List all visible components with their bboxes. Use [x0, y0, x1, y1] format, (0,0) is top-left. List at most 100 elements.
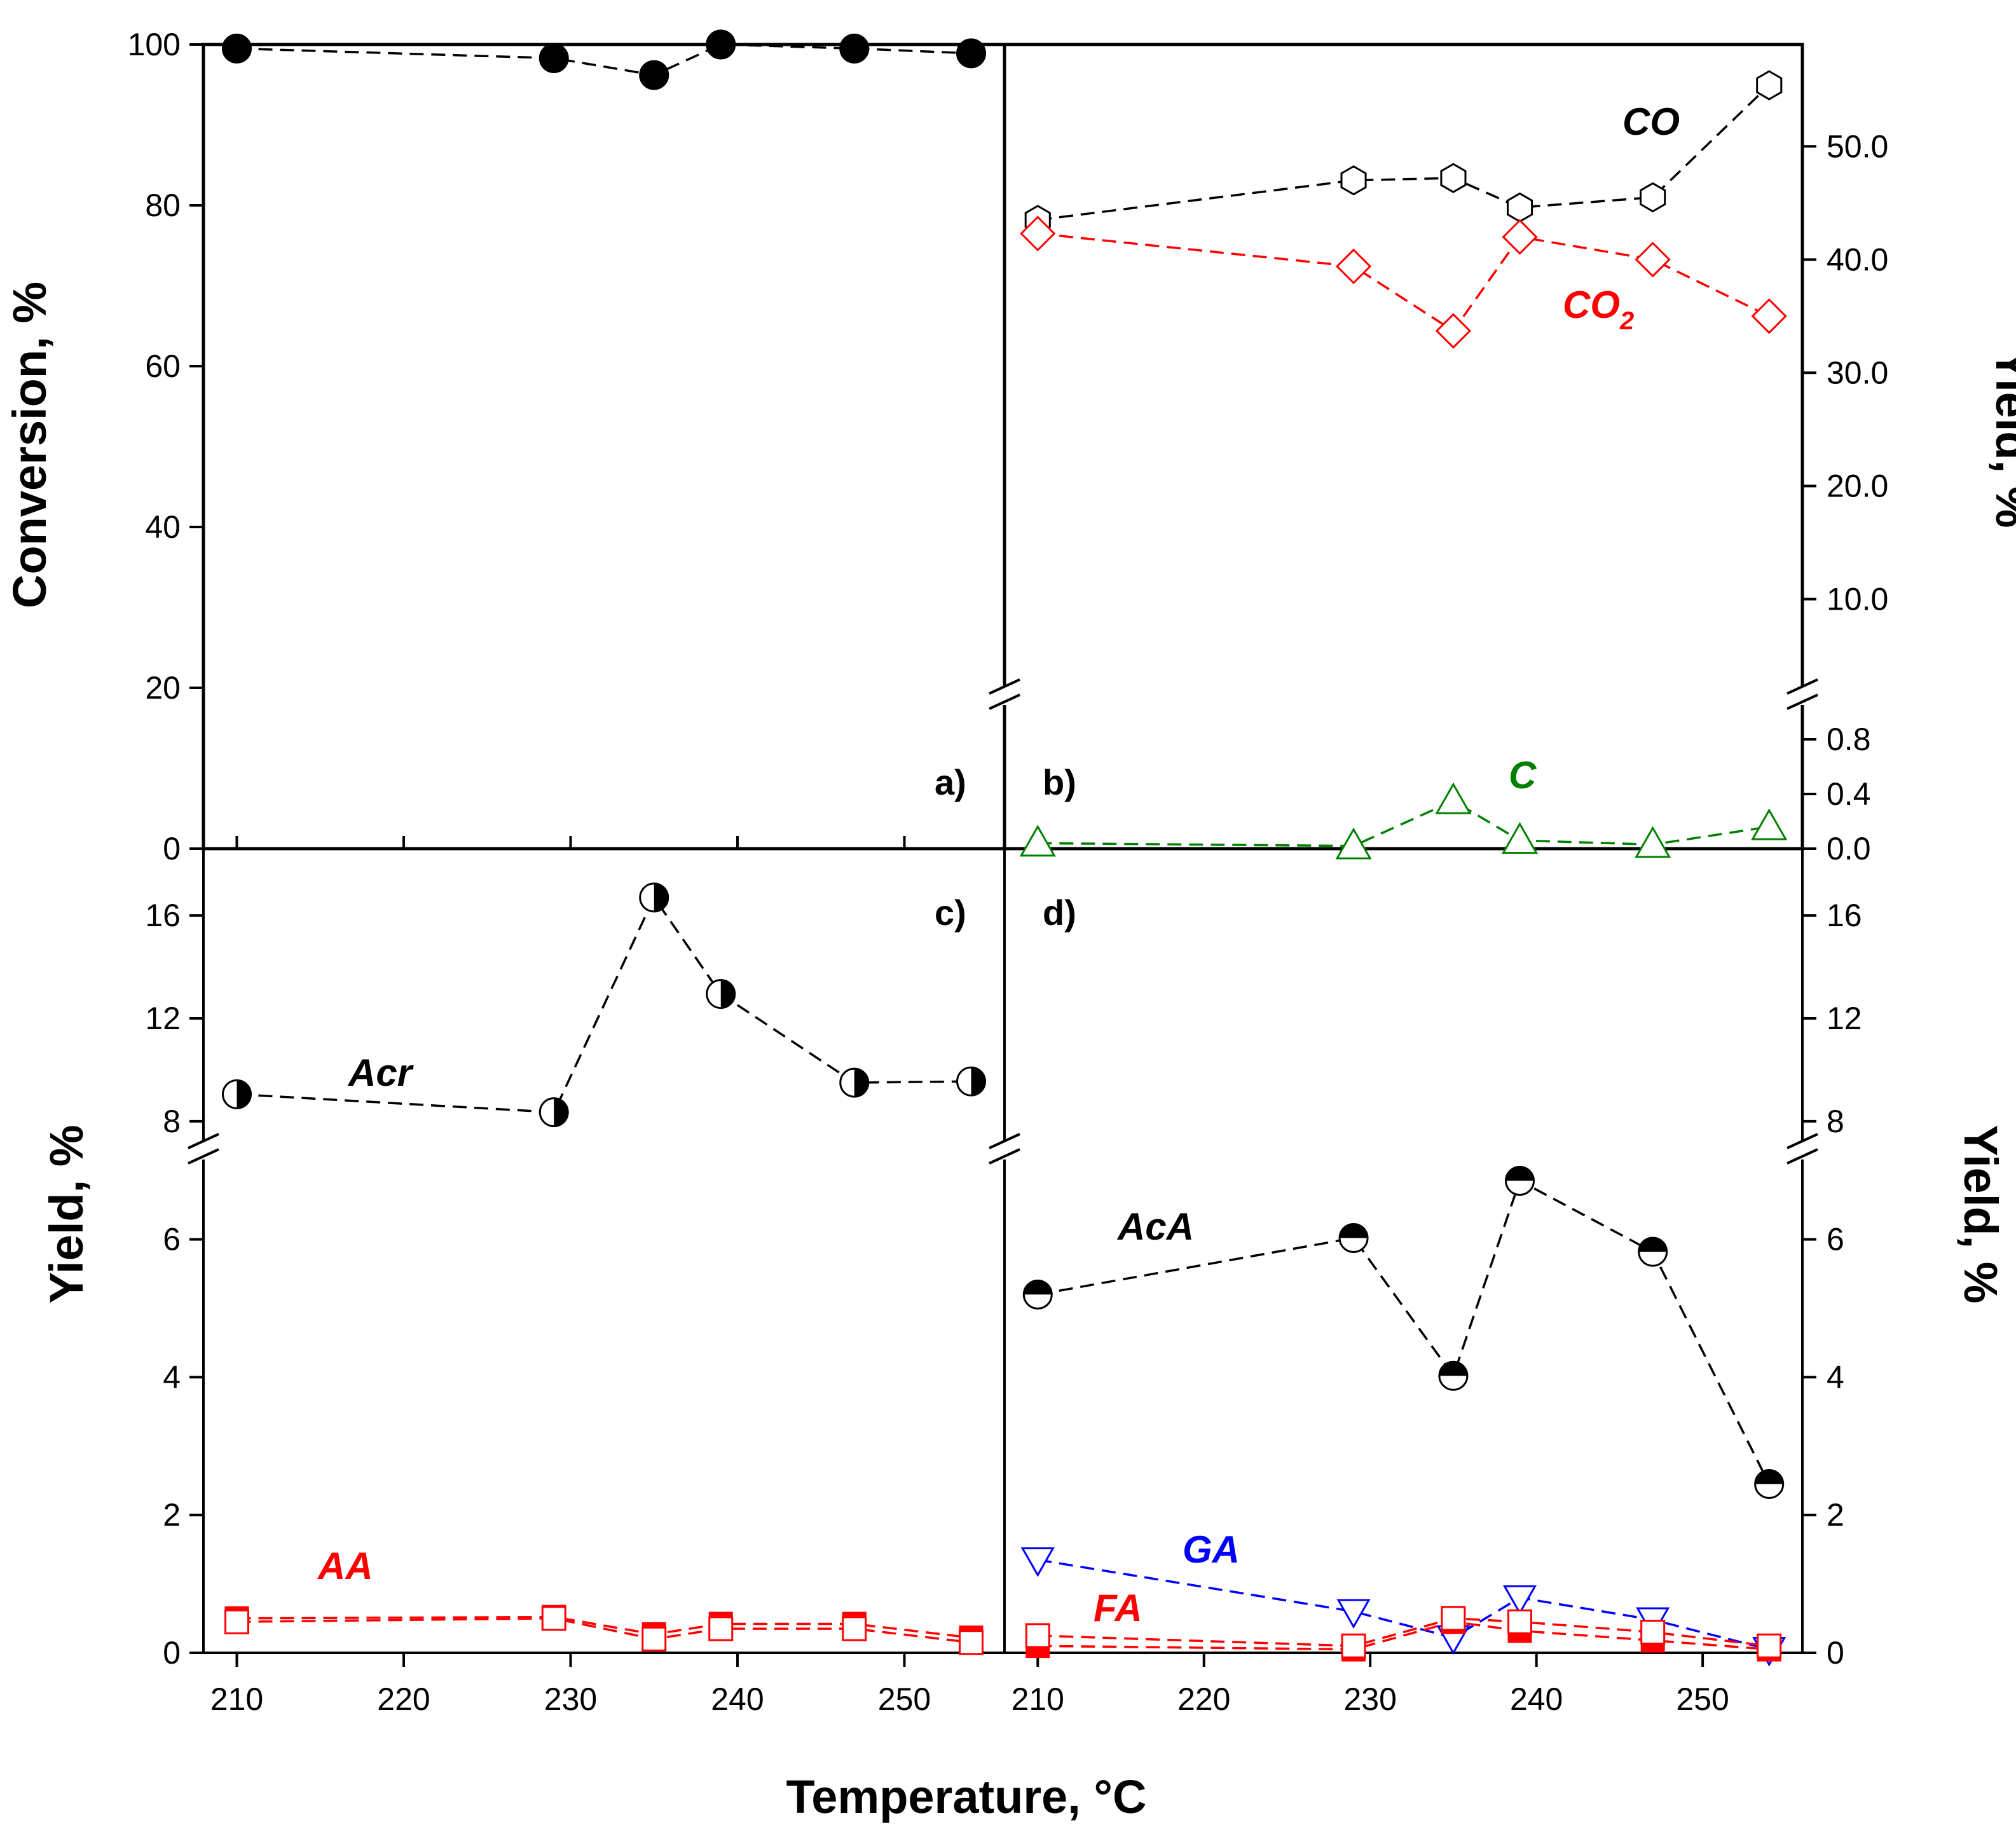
point-d-fa-open — [1441, 1606, 1466, 1631]
x-tick-label: 220 — [377, 1681, 430, 1717]
x-tick-label: 230 — [1343, 1681, 1396, 1717]
point-b-co2 — [1335, 248, 1372, 285]
axis-breaks — [187, 678, 1819, 1165]
series-label-co2-subscript: 2 — [1619, 307, 1634, 335]
point-c-acr-fill — [720, 980, 735, 1008]
series-line-d-aca — [1037, 1179, 1771, 1485]
point-c-aa-open — [842, 1616, 867, 1641]
point-c-acr — [956, 1066, 986, 1097]
point-b-co2 — [1635, 242, 1671, 278]
point-b-c — [1435, 782, 1472, 814]
panel-c-y-tick-label: 16 — [145, 898, 181, 933]
point-c-aa-open-shape — [842, 1616, 867, 1641]
panel-b-y-tick-label: 0.0 — [1827, 831, 1871, 866]
point-a-conversion — [222, 33, 252, 64]
panel-b-y-tick-label: 40.0 — [1827, 242, 1888, 277]
panel-c-y-tick-label: 8 — [163, 1104, 181, 1139]
point-c-acr-fill — [971, 1067, 985, 1096]
point-d-aca-fill — [1024, 1280, 1052, 1295]
panel-d-y-tick-label: 12 — [1827, 1001, 1862, 1036]
point-d-aca — [1338, 1222, 1369, 1253]
panel-d-y-tick-label: 16 — [1827, 898, 1862, 933]
point-b-co-shape — [1756, 70, 1783, 100]
panel-c-break-left-mark — [188, 1148, 219, 1165]
panel-d-y-tick-label: 0 — [1827, 1635, 1844, 1671]
panel-d-break-right-mark — [1786, 1148, 1818, 1165]
point-c-aa-open — [959, 1630, 984, 1655]
point-d-fa-open — [1341, 1633, 1366, 1659]
point-b-c-shape — [1019, 825, 1056, 857]
point-b-co — [1640, 182, 1666, 213]
point-d-ga-shape — [1502, 1585, 1537, 1615]
point-a-conversion — [956, 38, 986, 69]
point-d-fa-open-shape — [1025, 1623, 1050, 1648]
series-layer — [222, 29, 1788, 1667]
point-b-c — [1501, 822, 1539, 854]
point-c-aa-open-shape — [959, 1630, 984, 1655]
point-d-aca — [1438, 1360, 1469, 1391]
panel-a-y-tick-label: 80 — [145, 188, 181, 223]
point-a-conversion — [706, 29, 736, 60]
series-line-c-aa-filled — [237, 1615, 971, 1639]
point-d-ga — [1502, 1585, 1537, 1615]
panel-b-y-title: Yield, % — [1986, 349, 2016, 528]
series-label-co2: CO2 — [1563, 284, 1634, 335]
panel-b-break-left-mark — [989, 678, 1020, 695]
point-d-fa-open-shape — [1507, 1609, 1533, 1634]
point-b-c — [1335, 827, 1372, 859]
panel-b-letter: b) — [1043, 762, 1076, 802]
panel-c-y-tick-label: 2 — [163, 1497, 181, 1533]
series-label-co: CO — [1622, 100, 1680, 143]
point-a-conversion-shape — [956, 38, 986, 69]
point-c-acr — [222, 1079, 252, 1109]
point-c-acr-fill — [854, 1069, 868, 1097]
point-d-fa-open-shape — [1640, 1619, 1666, 1645]
point-b-co2 — [1502, 219, 1538, 255]
point-d-aca-fill — [1638, 1238, 1667, 1252]
point-a-conversion-shape — [839, 33, 870, 64]
point-c-aa-open-shape — [641, 1626, 667, 1652]
point-c-aa-open-shape — [224, 1609, 249, 1634]
point-a-conversion-shape — [222, 33, 252, 64]
point-b-c-shape — [1335, 827, 1372, 859]
point-d-fa-open — [1507, 1609, 1533, 1634]
point-b-c — [1635, 826, 1671, 858]
point-b-co2-shape — [1435, 313, 1472, 349]
point-d-aca — [1638, 1236, 1668, 1267]
panel-a-y-tick-label: 100 — [128, 27, 181, 62]
point-c-acr — [538, 1097, 569, 1128]
point-c-aa-open — [708, 1616, 734, 1641]
point-b-co2-shape — [1502, 219, 1538, 255]
panel-c-y-tick-label: 0 — [163, 1635, 181, 1671]
series-line-b-co — [1038, 84, 1770, 221]
series-label-co2-main: CO — [1563, 284, 1620, 326]
point-a-conversion-shape — [538, 43, 569, 74]
point-d-ga-shape — [1336, 1599, 1371, 1629]
panel-b-y-tick-label: 30.0 — [1827, 355, 1888, 390]
point-b-co — [1340, 165, 1367, 196]
point-c-aa-open — [641, 1626, 667, 1652]
series-line-b-c — [1038, 799, 1769, 847]
point-d-aca-fill — [1340, 1224, 1368, 1238]
x-tick-label: 250 — [878, 1681, 931, 1717]
axis-ticks: 02040608010010.020.030.040.050.00.00.40.… — [128, 27, 1889, 1717]
point-c-aa-open-shape — [541, 1606, 566, 1631]
point-b-co-shape — [1640, 182, 1666, 213]
panel-a-y-tick-label: 60 — [145, 348, 181, 384]
point-c-acr — [639, 882, 669, 913]
panel-d-break-right-mark — [1786, 1133, 1818, 1149]
panel-d-y-title: Yield, % — [1954, 1125, 2007, 1303]
point-d-fa-open — [1640, 1619, 1666, 1645]
point-b-co2-shape — [1020, 216, 1056, 252]
x-tick-label: 210 — [210, 1681, 263, 1717]
point-b-co-shape — [1440, 163, 1467, 193]
series-line-d-ga — [1038, 1558, 1770, 1651]
series-line-a-conversion — [237, 43, 971, 76]
panel-b-y-tick-label: 0.8 — [1827, 722, 1871, 757]
point-a-conversion-shape — [639, 60, 669, 90]
panel-b-y-tick-label: 10.0 — [1827, 582, 1888, 617]
point-c-aa-open-shape — [708, 1616, 734, 1641]
point-b-co2 — [1751, 298, 1787, 334]
panel-c-break-left-mark — [188, 1133, 219, 1149]
